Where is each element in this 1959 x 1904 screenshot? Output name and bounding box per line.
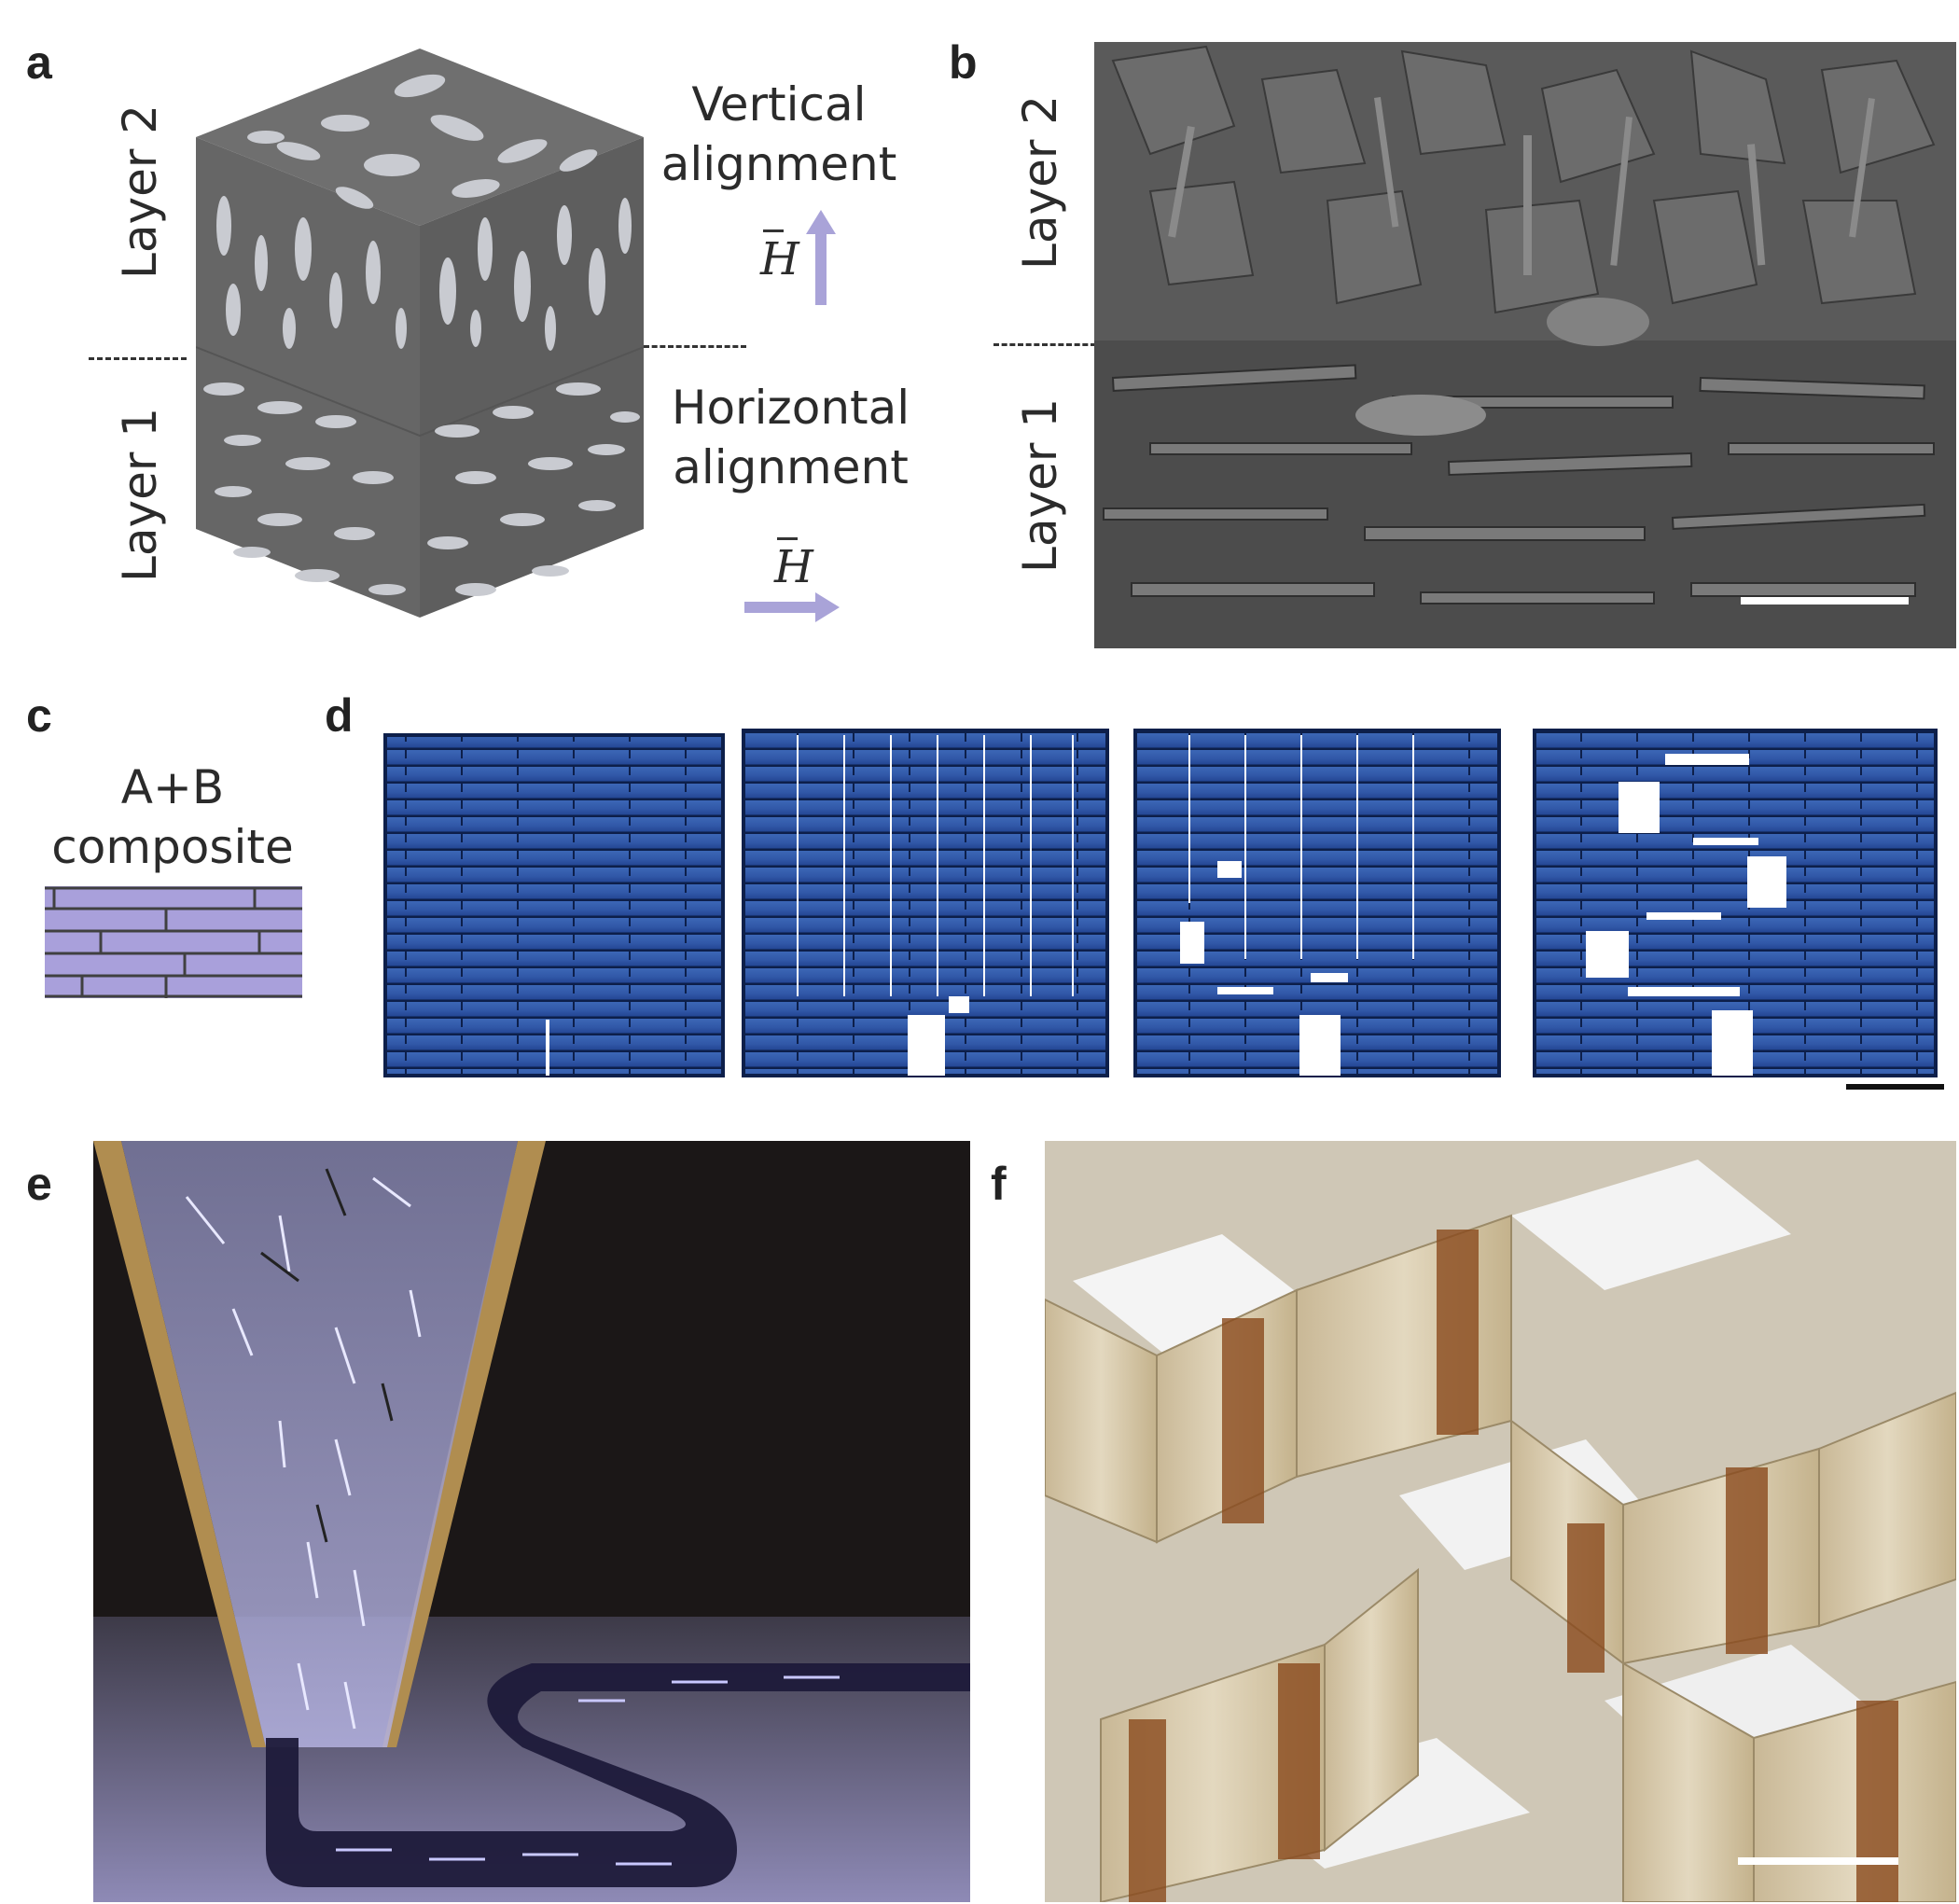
composite-title: A+B composite bbox=[51, 760, 294, 874]
layered-cube-illustration bbox=[196, 49, 644, 618]
panel-d-label: d bbox=[325, 689, 354, 742]
sem-micrograph bbox=[1094, 42, 1956, 648]
panel-f-label: f bbox=[991, 1158, 1007, 1210]
panel-a-interface-line-right bbox=[644, 345, 746, 348]
field-bar-vertical bbox=[763, 229, 784, 232]
panel-b-label: b bbox=[949, 36, 978, 89]
field-symbol-horizontal: H bbox=[774, 541, 813, 593]
panel-e-label: e bbox=[26, 1158, 52, 1210]
horizontal-alignment-label: Horizontal alignment bbox=[671, 381, 910, 494]
printing-nozzle-render bbox=[93, 1141, 970, 1902]
specimen-frame-4 bbox=[1533, 729, 1938, 1077]
field-bar-horizontal bbox=[777, 537, 798, 540]
panel-b-layer2-label: Layer 2 bbox=[1013, 94, 1067, 270]
specimen-frame-2 bbox=[742, 729, 1109, 1077]
panel-a-interface-line-left bbox=[89, 357, 187, 360]
brick-composite-diagram bbox=[45, 886, 302, 998]
field-symbol-vertical: H bbox=[760, 233, 799, 285]
vertical-field-arrow-icon bbox=[806, 210, 836, 305]
cube-left-face bbox=[196, 137, 420, 618]
cube-right-face bbox=[420, 137, 644, 618]
specimen-frame-3 bbox=[1133, 729, 1501, 1077]
panel-a-layer2-label: Layer 2 bbox=[113, 104, 167, 279]
panel-c-label: c bbox=[26, 689, 52, 742]
panel-a-label: a bbox=[26, 36, 52, 89]
panel-b-interface-line bbox=[993, 343, 1096, 346]
horizontal-field-arrow-icon bbox=[744, 592, 840, 622]
panel-b-scale-bar bbox=[1741, 597, 1909, 605]
honeycomb-photo bbox=[1045, 1141, 1956, 1902]
fracture-sequence-photos bbox=[383, 729, 1944, 1090]
specimen-frame-1 bbox=[383, 733, 725, 1077]
panel-f-scale-bar bbox=[1738, 1857, 1898, 1865]
panel-a-layer1-label: Layer 1 bbox=[113, 407, 167, 582]
panel-b-layer1-label: Layer 1 bbox=[1013, 397, 1067, 573]
panel-d-scale-bar bbox=[1846, 1084, 1944, 1090]
vertical-alignment-label: Vertical alignment bbox=[660, 77, 897, 191]
